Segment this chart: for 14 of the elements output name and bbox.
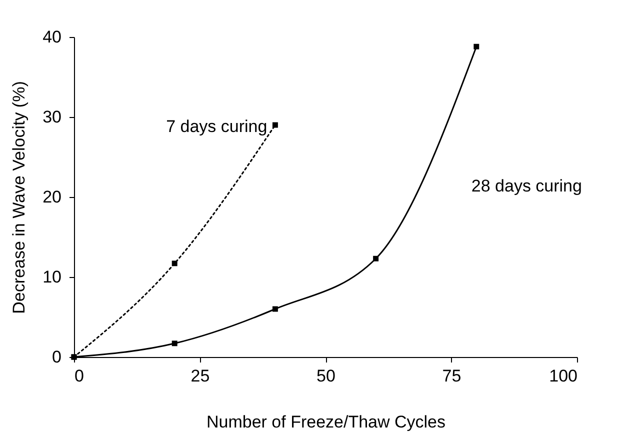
y-tick-label: 30 xyxy=(42,108,62,126)
x-tick-label: 25 xyxy=(190,366,210,386)
y-tick-label: 10 xyxy=(42,268,62,286)
x-tick-label: 75 xyxy=(442,366,462,386)
x-tick-label: 100 xyxy=(549,366,578,386)
series-label: 7 days curing xyxy=(166,117,268,136)
y-tick-label: 0 xyxy=(52,348,62,366)
y-tick-label: 20 xyxy=(42,188,62,206)
x-axis-title: Number of Freeze/Thaw Cycles xyxy=(206,412,446,432)
x-tick-label: 50 xyxy=(316,366,336,386)
y-tick-label: 40 xyxy=(42,28,62,46)
y-axis-title: Decrease in Wave Velocity (%) xyxy=(10,81,29,314)
x-tick-label: 0 xyxy=(74,366,84,386)
text: 28 days curing xyxy=(471,176,582,196)
